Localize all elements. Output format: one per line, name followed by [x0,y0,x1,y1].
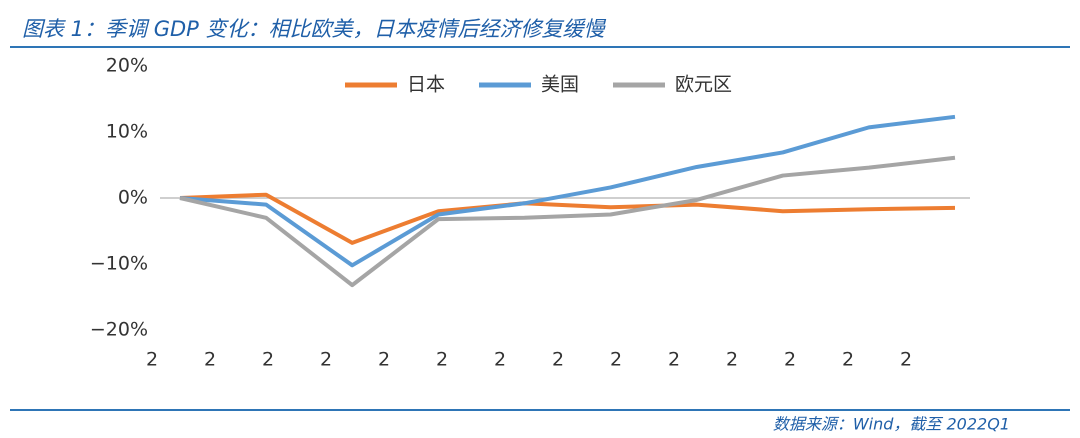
series-line [179,192,956,245]
x-tick-label: 2 [784,349,796,371]
x-tick-label: 2 [378,349,390,371]
chart-title: 图表 1：季调 GDP 变化：相比欧美，日本疫情后经济修复缓慢 [22,17,606,41]
x-tick-label: 2 [726,349,738,371]
x-tick-label: 2 [842,349,854,371]
y-tick-label: 0% [118,187,148,209]
x-tick-label: 2 [494,349,506,371]
series-line [179,155,956,288]
y-tick-label: −10% [90,253,148,275]
legend-label: 日本 [407,74,445,96]
x-tick-label: 2 [552,349,564,371]
x-tick-label: 2 [320,349,332,371]
x-tick-label: 2 [204,349,216,371]
y-tick-label: −20% [90,319,148,341]
y-tick-label: 10% [106,121,148,143]
x-tick-label: 2 [668,349,680,371]
x-tick-label: 2 [146,349,158,371]
series-line [179,114,956,268]
x-tick-label: 2 [610,349,622,371]
x-tick-label: 2 [900,349,912,371]
x-tick-label: 2 [262,349,274,371]
source: 数据来源：Wind，截至 2022Q1 [773,415,1010,434]
legend-label: 美国 [541,74,579,96]
y-tick-label: 20% [106,55,148,77]
legend-label: 欧元区 [675,74,732,96]
x-tick-label: 2 [436,349,448,371]
